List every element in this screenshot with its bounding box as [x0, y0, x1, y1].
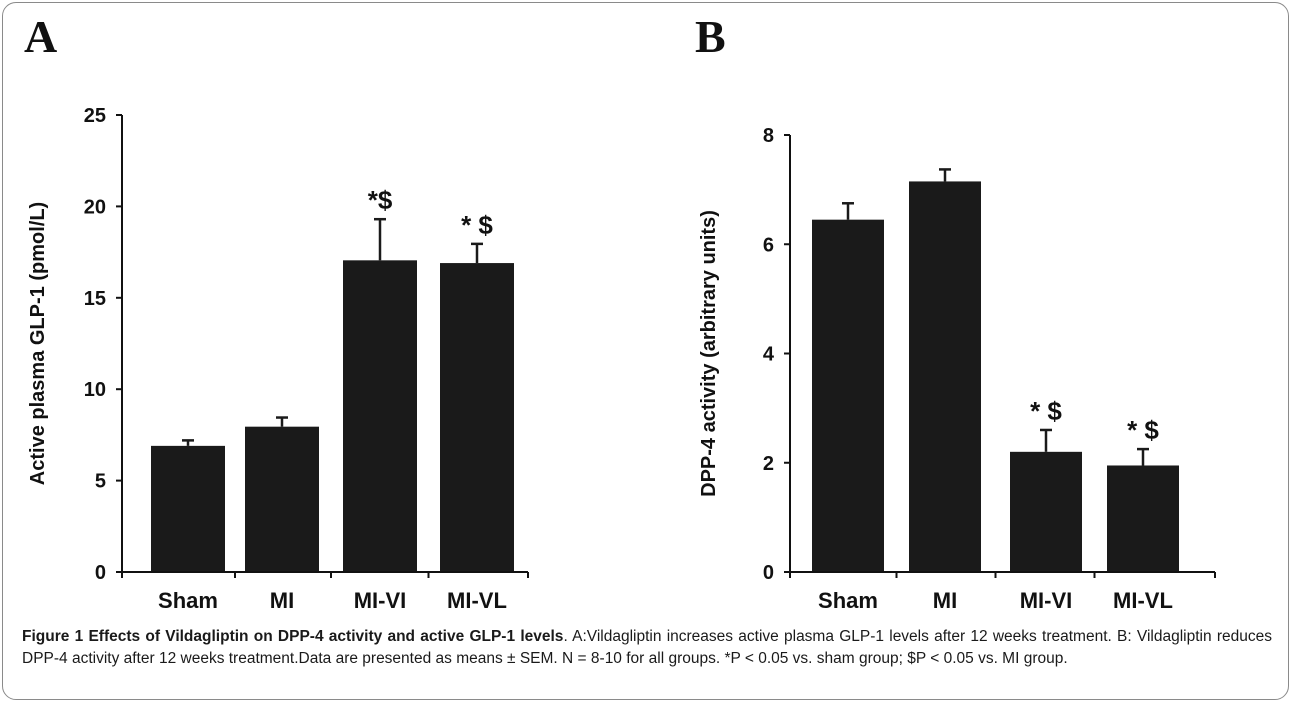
y-tick-label: 2 — [763, 453, 774, 475]
y-tick-label: 0 — [763, 562, 774, 584]
chart-b-dpp4: * $ * $ 0 2 4 6 8 Sham MI MI-VI MI-VL DPP-4 activit… — [698, 125, 1216, 613]
y-tick-label: 8 — [763, 125, 774, 147]
y-axis-label: Active plasma GLP-1 (pmol/L) — [27, 202, 49, 485]
bar-mi-vi — [343, 260, 417, 572]
caption-title: Figure 1 Effects of Vildagliptin on DPP-… — [22, 628, 564, 645]
significance-label: * $ — [1030, 396, 1062, 426]
y-tick-label: 4 — [763, 344, 775, 366]
x-tick-label: MI-VI — [1020, 588, 1073, 613]
y-tick-label: 6 — [763, 234, 774, 256]
bar-mi-vl — [440, 263, 514, 572]
x-tick-label: MI — [270, 588, 294, 613]
x-tick-label: Sham — [818, 588, 878, 613]
x-tick-label: MI-VI — [354, 588, 407, 613]
chart-a-glp1: *$ * $ 0 5 10 15 20 25 Sham MI MI-VI MI-VL Active pl… — [27, 105, 529, 613]
y-axis-label: DPP-4 activity (arbitrary units) — [698, 210, 720, 497]
caption-body: . A:Vildagliptin increases active plasma… — [22, 628, 1272, 667]
bar-sham — [812, 219, 884, 572]
bar-mi-vi — [1010, 451, 1082, 572]
x-tick-label: MI-VL — [447, 588, 507, 613]
bar-sham — [151, 445, 225, 572]
x-tick-label: Sham — [158, 588, 218, 613]
y-tick-label: 15 — [84, 288, 106, 310]
y-tick-label: 25 — [84, 105, 106, 127]
x-tick-label: MI — [933, 588, 957, 613]
x-tick-label: MI-VL — [1113, 588, 1173, 613]
y-tick-label: 20 — [84, 196, 106, 218]
significance-label: * $ — [1127, 415, 1159, 445]
figure-caption: Figure 1 Effects of Vildagliptin on DPP-… — [22, 626, 1272, 670]
bar-mi — [245, 426, 319, 572]
significance-label: *$ — [368, 185, 393, 215]
significance-label: * $ — [461, 210, 493, 240]
panel-b-letter: B — [695, 11, 726, 62]
panel-a-letter: A — [24, 11, 58, 62]
y-tick-label: 5 — [95, 471, 106, 493]
bar-mi — [909, 181, 981, 572]
y-tick-label: 0 — [95, 562, 106, 584]
y-tick-label: 10 — [84, 379, 106, 401]
bar-mi-vl — [1107, 465, 1179, 572]
